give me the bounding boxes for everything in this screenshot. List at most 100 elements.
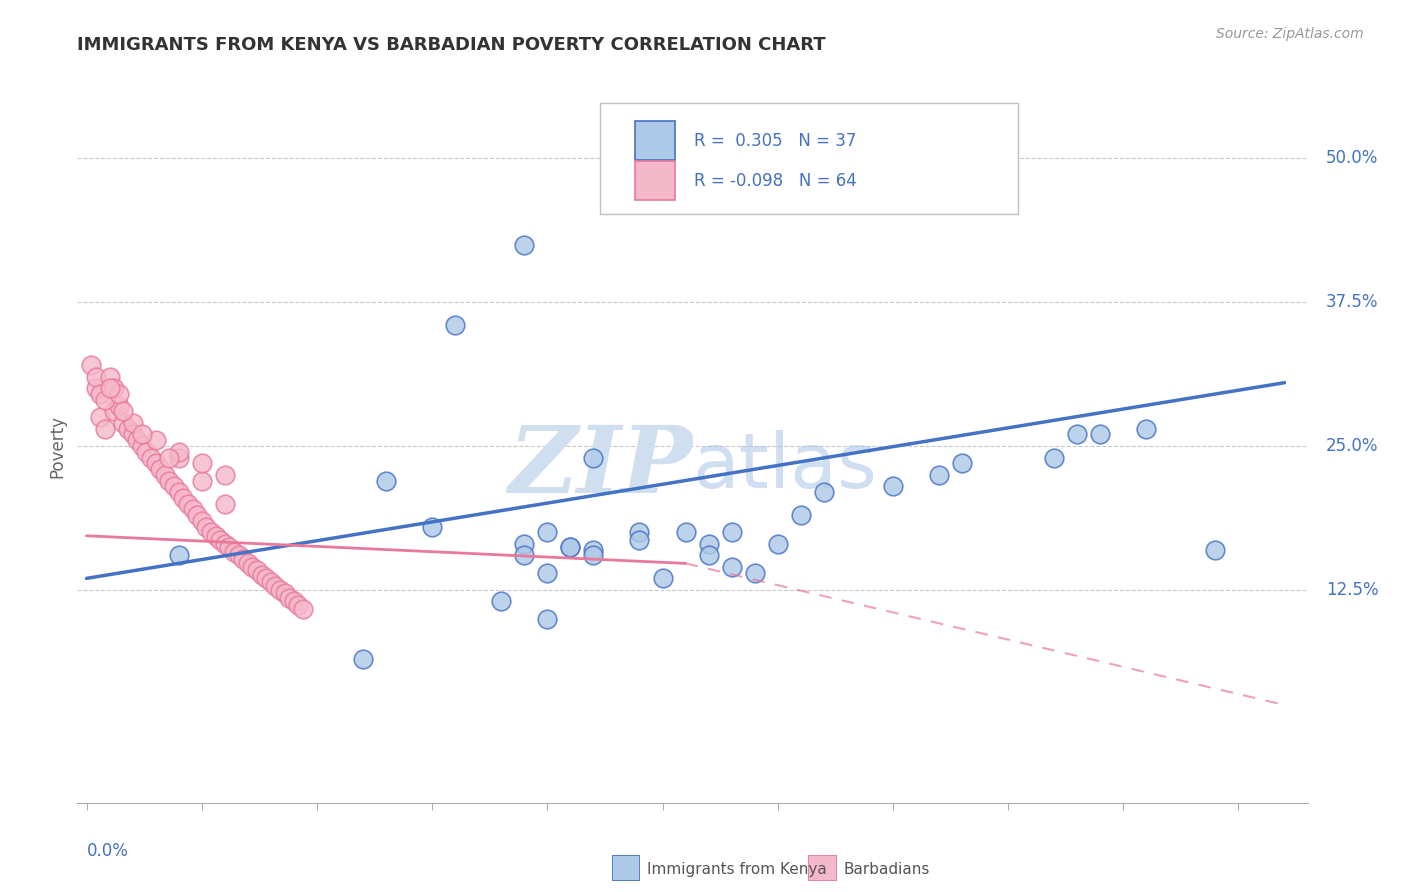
Text: 12.5%: 12.5% <box>1326 581 1379 599</box>
Point <box>89 410 111 425</box>
Point <box>121 427 143 442</box>
Point <box>242 559 264 574</box>
Point <box>218 541 240 555</box>
Point <box>177 497 200 511</box>
Point <box>190 456 212 470</box>
Point <box>80 359 103 373</box>
Point <box>145 456 167 470</box>
Point <box>444 318 467 333</box>
Point <box>928 467 950 482</box>
Point <box>1135 422 1157 436</box>
Point <box>1204 542 1226 557</box>
Point <box>536 566 558 580</box>
Point <box>582 450 605 465</box>
Point <box>560 541 582 555</box>
Point <box>250 568 273 582</box>
Point <box>582 549 605 563</box>
Point <box>153 467 176 482</box>
Point <box>163 479 186 493</box>
Point <box>121 416 143 430</box>
Point <box>127 434 149 448</box>
Point <box>112 404 135 418</box>
Point <box>107 399 129 413</box>
Point <box>1043 450 1066 465</box>
Point <box>513 549 536 563</box>
Point <box>720 559 742 574</box>
Point <box>675 525 697 540</box>
Point <box>200 525 222 540</box>
Point <box>204 529 226 543</box>
Bar <box>634 121 675 161</box>
Bar <box>634 161 675 200</box>
Point <box>149 462 172 476</box>
Point <box>181 502 204 516</box>
Point <box>145 434 167 448</box>
Point <box>139 450 162 465</box>
Point <box>209 533 232 548</box>
Text: 0.0%: 0.0% <box>87 842 128 860</box>
Point <box>1066 427 1088 442</box>
Point <box>582 542 605 557</box>
Point <box>159 474 181 488</box>
Point <box>84 370 107 384</box>
Point <box>112 416 135 430</box>
Text: atlas: atlas <box>693 431 877 504</box>
Point <box>697 537 720 551</box>
Point <box>214 497 236 511</box>
Point <box>103 404 125 418</box>
Text: 37.5%: 37.5% <box>1326 293 1378 311</box>
Point <box>766 537 789 551</box>
Point <box>135 444 157 458</box>
Point <box>273 586 295 600</box>
Point <box>513 237 536 252</box>
Point <box>744 566 766 580</box>
Point <box>375 474 398 488</box>
Point <box>560 541 582 555</box>
Point <box>950 456 973 470</box>
Point <box>228 549 250 563</box>
Text: Barbadians: Barbadians <box>844 863 929 877</box>
Point <box>1090 427 1112 442</box>
Point <box>190 474 212 488</box>
Text: R = -0.098   N = 64: R = -0.098 N = 64 <box>693 171 856 189</box>
Point <box>117 422 139 436</box>
Point <box>107 387 129 401</box>
Point <box>536 612 558 626</box>
Text: Source: ZipAtlas.com: Source: ZipAtlas.com <box>1216 27 1364 41</box>
Point <box>287 598 309 612</box>
Point <box>167 549 190 563</box>
Point <box>246 563 269 577</box>
Text: R =  0.305   N = 37: R = 0.305 N = 37 <box>693 132 856 150</box>
Point <box>882 479 904 493</box>
Point <box>697 549 720 563</box>
Point <box>190 514 212 528</box>
Text: 50.0%: 50.0% <box>1326 149 1378 168</box>
Point <box>790 508 813 522</box>
Point <box>167 444 190 458</box>
Y-axis label: Poverty: Poverty <box>48 415 66 477</box>
Point <box>89 387 111 401</box>
Point <box>513 537 536 551</box>
Point <box>186 508 208 522</box>
Point <box>84 381 107 395</box>
Point <box>232 551 254 566</box>
Point <box>260 574 283 589</box>
Point <box>813 485 835 500</box>
Point <box>167 485 190 500</box>
Point <box>283 594 305 608</box>
Point <box>269 582 291 597</box>
Point <box>214 467 236 482</box>
Point <box>94 392 117 407</box>
Point <box>103 381 125 395</box>
Point <box>195 519 218 533</box>
Point <box>420 519 443 533</box>
FancyBboxPatch shape <box>600 103 1018 214</box>
Point <box>131 427 153 442</box>
Point <box>536 525 558 540</box>
Point <box>720 525 742 540</box>
Point <box>651 571 673 585</box>
Text: IMMIGRANTS FROM KENYA VS BARBADIAN POVERTY CORRELATION CHART: IMMIGRANTS FROM KENYA VS BARBADIAN POVER… <box>77 36 825 54</box>
Point <box>222 545 245 559</box>
Point <box>292 602 315 616</box>
Point <box>94 422 117 436</box>
